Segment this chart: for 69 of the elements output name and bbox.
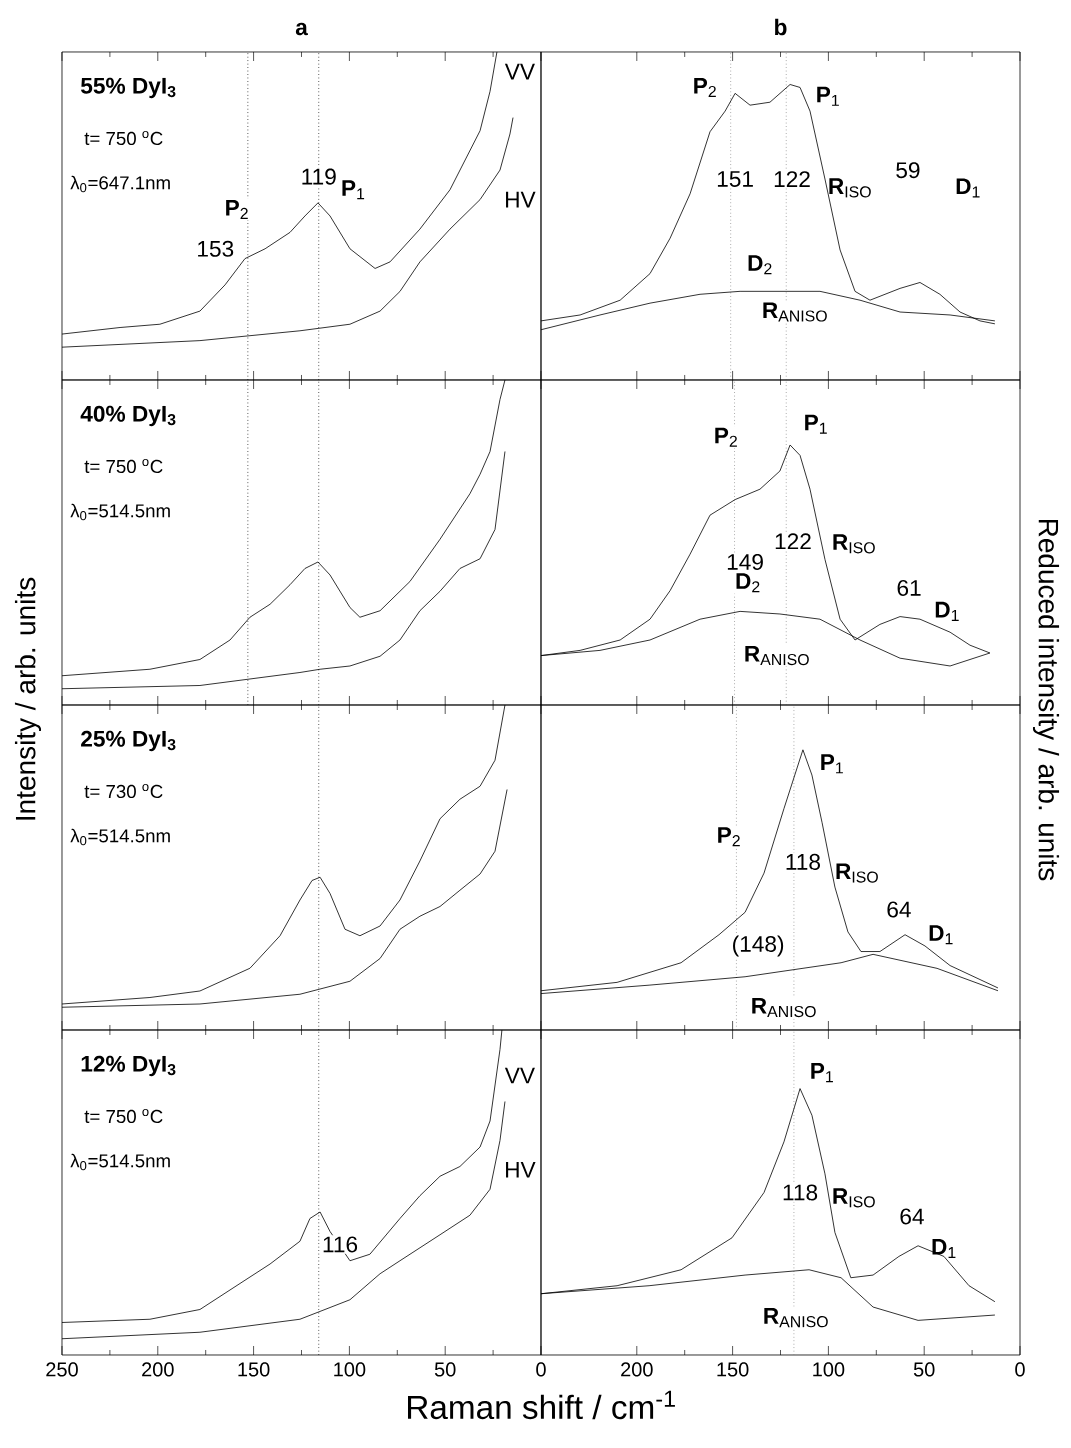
annotation: D$_{2}$ (748, 255, 772, 275)
annotation: P$_{2}$ (718, 827, 740, 847)
x-tick-label: 150 (238, 1362, 270, 1377)
annotation: t= 730 $^{o}$C (84, 783, 163, 799)
annotation: D$_{1}$ (929, 925, 953, 945)
annotation: 149 (727, 553, 763, 571)
annotation: D$_{1}$ (932, 1238, 956, 1258)
annotation: 119 (302, 168, 336, 185)
x-tick-label: 200 (142, 1362, 174, 1377)
annotation: t= 750 $^{o}$C (84, 458, 163, 474)
annotation: D$_{1}$ (935, 601, 959, 621)
annotation: VV (504, 1067, 535, 1084)
annotation: λ$_{0}$=514.5nm (70, 828, 170, 846)
annotation: 118 (786, 853, 821, 870)
annotation: 116 (323, 1236, 358, 1253)
x-tick-label: 50 (913, 1362, 935, 1377)
x-tick-label: 250 (46, 1362, 78, 1377)
annotation: R$_{ISO}$ (836, 863, 878, 883)
annotation: P$_{1}$ (817, 86, 839, 106)
x-tick-label: 200 (621, 1362, 653, 1377)
annotation: 40% DyI$_{3}$ (80, 405, 176, 427)
annotation: P$_{1}$ (342, 180, 365, 200)
annotation: 59 (896, 162, 920, 179)
annotation: R$_{ANISO}$ (764, 1308, 828, 1328)
annotation: P$_{2}$ (715, 427, 737, 447)
annotation: R$_{ANISO}$ (752, 997, 816, 1018)
x-tick-label: 100 (813, 1362, 845, 1377)
annotation: t= 750 $^{o}$C (84, 1108, 163, 1124)
annotation: 122 (774, 171, 810, 187)
annotation: 153 (198, 240, 234, 257)
annotation: R$_{ISO}$ (833, 1188, 875, 1208)
annotation: D$_{1}$ (956, 178, 980, 198)
annotation: VV (504, 63, 535, 80)
y-axis-title: Intensity / arb. units (14, 577, 42, 820)
annotation: 55% DyI$_{3}$ (80, 77, 176, 99)
annotation: P$_{2}$ (694, 77, 716, 97)
x-axis-title: Raman shift / cm$^{-1}$ (408, 1390, 675, 1420)
annotation: HV (506, 191, 536, 208)
annotation: P$_{1}$ (821, 754, 843, 774)
x-tick-label: 100 (334, 1362, 366, 1377)
annotation: 151 (717, 171, 753, 187)
text: P$_{1}$ (805, 414, 827, 434)
x-tick-label: 0 (1015, 1362, 1025, 1377)
annotation: λ$_{0}$=514.5nm (70, 503, 170, 521)
annotation: t= 750 $^{o}$C (84, 130, 163, 146)
annotation: λ$_{0}$=514.5nm (70, 1153, 170, 1171)
annotation: 12% DyI$_{3}$ (81, 1055, 176, 1077)
chart-title: a (295, 22, 308, 36)
annotation: HV (506, 1161, 536, 1178)
annotation: 122 (775, 533, 811, 550)
annotation: 64 (900, 1208, 924, 1225)
y-axis-title: Reduced intensity / arb. units (1032, 519, 1060, 881)
chart-title: b (775, 18, 787, 36)
annotation: 118 (783, 1184, 818, 1201)
x-tick-label: 0 (536, 1362, 546, 1377)
x-tick-label: 50 (434, 1362, 456, 1377)
annotation: D$_{2}$ (736, 573, 760, 593)
annotation: 25% DyI$_{3}$ (81, 730, 176, 752)
annotation: R$_{ISO}$ (833, 534, 875, 554)
annotation: (148) (733, 935, 784, 957)
annotation: R$_{ANISO}$ (745, 645, 809, 666)
annotation: 64 (887, 901, 911, 918)
annotation: R$_{ANISO}$ (763, 302, 827, 322)
text: P$_{1}$ (811, 1063, 833, 1083)
annotation: 61 (897, 579, 921, 597)
annotation: R$_{ISO}$ (829, 178, 871, 198)
annotation: λ$_{0}$=647.1nm (70, 175, 170, 193)
x-tick-label: 150 (717, 1362, 749, 1377)
annotation: P$_{2}$ (226, 199, 248, 219)
